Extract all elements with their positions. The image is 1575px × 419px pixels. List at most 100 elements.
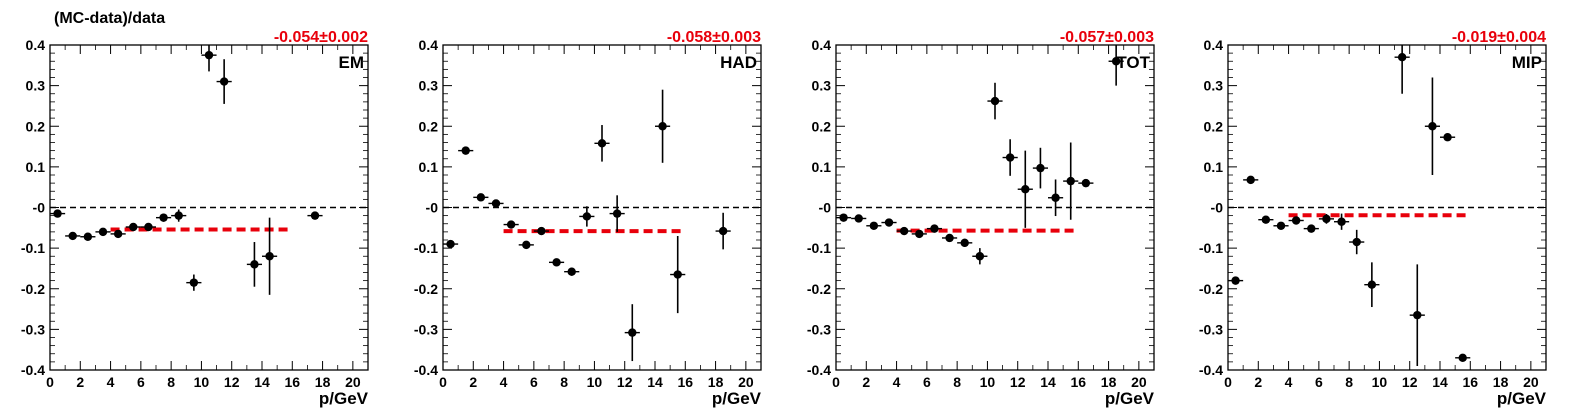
y-tick-label: 0.2 bbox=[419, 118, 439, 134]
point-marker bbox=[884, 218, 894, 227]
x-tick-label: 6 bbox=[137, 374, 145, 390]
data-point bbox=[851, 214, 867, 223]
data-point bbox=[1455, 353, 1471, 363]
point-marker bbox=[159, 213, 168, 222]
data-point bbox=[110, 229, 126, 239]
y-tick-label: -0.4 bbox=[21, 362, 45, 378]
data-point bbox=[670, 235, 686, 314]
x-tick-label: 20 bbox=[345, 374, 361, 390]
point-marker bbox=[461, 146, 470, 155]
y-tick-label: -0.3 bbox=[807, 321, 831, 337]
data-point bbox=[911, 229, 927, 239]
y-tick-label: -0 bbox=[1211, 200, 1224, 216]
y-tick-label: 0.4 bbox=[812, 37, 832, 53]
y-tick-label: -0.4 bbox=[1199, 362, 1223, 378]
x-tick-label: 6 bbox=[1315, 374, 1323, 390]
point-marker bbox=[113, 229, 123, 239]
y-tick-label: -0.3 bbox=[414, 321, 438, 337]
x-tick-label: 10 bbox=[587, 374, 603, 390]
y-tick-label: 0.3 bbox=[812, 78, 832, 94]
data-point bbox=[715, 212, 731, 250]
data-point bbox=[1349, 229, 1365, 255]
data-point bbox=[65, 231, 81, 241]
x-tick-label: 12 bbox=[224, 374, 240, 390]
point-marker bbox=[1021, 185, 1030, 194]
y-tick-label: -0.3 bbox=[21, 321, 45, 337]
x-tick-label: 14 bbox=[647, 374, 663, 390]
y-tick-label: 0.2 bbox=[812, 118, 832, 134]
data-point bbox=[1424, 77, 1440, 175]
x-tick-label: 14 bbox=[1040, 374, 1056, 390]
point-marker bbox=[960, 238, 969, 248]
y-tick-label: 0.3 bbox=[26, 78, 46, 94]
x-tick-label: 2 bbox=[76, 374, 84, 390]
point-marker bbox=[899, 226, 909, 236]
point-marker bbox=[1458, 353, 1467, 363]
data-point bbox=[609, 195, 625, 232]
data-point bbox=[1017, 150, 1033, 228]
y-tick-label: -0.1 bbox=[807, 240, 831, 256]
y-axis-label: (MC-data)/data bbox=[54, 10, 166, 27]
point-marker bbox=[1367, 280, 1377, 289]
data-point bbox=[1288, 216, 1304, 225]
data-point bbox=[443, 239, 459, 249]
fit-result-label: -0.054±0.002 bbox=[274, 29, 368, 46]
point-marker bbox=[1291, 216, 1301, 225]
data-point bbox=[262, 217, 278, 295]
point-marker bbox=[204, 50, 214, 60]
data-point bbox=[1303, 224, 1319, 233]
y-tick-label: -0.2 bbox=[1199, 281, 1223, 297]
point-marker bbox=[506, 220, 516, 229]
x-tick-label: 4 bbox=[500, 374, 508, 390]
x-tick-label: 14 bbox=[1432, 374, 1448, 390]
x-axis-label: p/GeV bbox=[1105, 389, 1155, 408]
data-point bbox=[549, 258, 565, 267]
x-tick-label: 16 bbox=[1070, 374, 1086, 390]
data-point bbox=[488, 199, 504, 208]
x-tick-label: 18 bbox=[1101, 374, 1117, 390]
y-tick-label: -0 bbox=[819, 200, 832, 216]
x-tick-label: 6 bbox=[530, 374, 538, 390]
data-point bbox=[1273, 221, 1289, 230]
data-point bbox=[624, 304, 640, 362]
point-marker bbox=[1005, 153, 1015, 162]
data-point bbox=[896, 226, 912, 236]
data-point bbox=[503, 220, 519, 229]
point-marker bbox=[1081, 178, 1091, 188]
data-point bbox=[1409, 264, 1425, 366]
data-point bbox=[836, 213, 852, 222]
point-marker bbox=[1261, 215, 1271, 224]
x-tick-label: 0 bbox=[832, 374, 840, 390]
x-tick-label: 20 bbox=[1523, 374, 1539, 390]
point-marker bbox=[1051, 193, 1060, 202]
point-marker bbox=[446, 239, 455, 249]
x-axis-label: p/GeV bbox=[1497, 389, 1547, 408]
point-marker bbox=[522, 240, 531, 250]
point-marker bbox=[673, 270, 682, 279]
data-point bbox=[1002, 139, 1018, 176]
x-axis-label: p/GeV bbox=[319, 389, 369, 408]
y-tick-label: 0.4 bbox=[419, 37, 439, 53]
y-tick-label: -0.3 bbox=[1199, 321, 1223, 337]
x-tick-label: 4 bbox=[1285, 374, 1293, 390]
point-marker bbox=[945, 233, 954, 243]
data-point bbox=[216, 59, 232, 104]
data-point bbox=[1440, 133, 1456, 142]
panel-label: EM bbox=[339, 53, 365, 72]
point-marker bbox=[310, 211, 320, 220]
point-marker bbox=[930, 224, 939, 233]
y-tick-label: 0.3 bbox=[419, 78, 439, 94]
data-point bbox=[926, 224, 942, 233]
data-point bbox=[533, 226, 549, 236]
data-point bbox=[987, 82, 1003, 120]
data-point bbox=[246, 242, 262, 287]
point-marker bbox=[1307, 224, 1316, 233]
y-tick-label: 0.2 bbox=[26, 118, 46, 134]
y-tick-label: 0.1 bbox=[419, 159, 439, 175]
data-point bbox=[942, 233, 958, 243]
data-point bbox=[1258, 215, 1274, 224]
point-marker bbox=[68, 231, 77, 241]
x-axis-label: p/GeV bbox=[712, 389, 762, 408]
data-point bbox=[125, 222, 141, 232]
data-point bbox=[1243, 175, 1259, 185]
